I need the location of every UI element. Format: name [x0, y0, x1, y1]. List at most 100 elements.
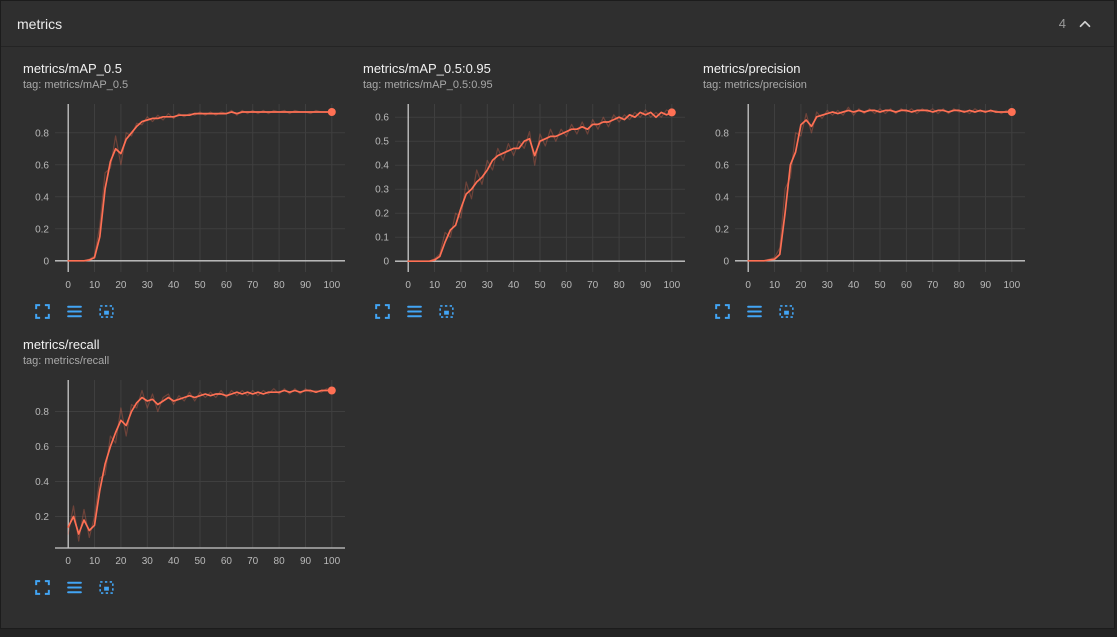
- gridlines: [735, 104, 1025, 272]
- axis-lines: [735, 104, 1025, 272]
- smoothed-line: [747, 109, 1013, 262]
- line-chart[interactable]: 0 10 20 30 40 50 60 70 80 90 100 0.2 0.4 0.6 0.8: [23, 374, 363, 575]
- x-tick-label: 90: [300, 556, 312, 567]
- chart-card: metrics/precision tag: metrics/precision…: [703, 61, 1043, 323]
- tick-labels: 0 10 20 30 40 50 60 70 80 90 100 0 0.1 0.2 0.3 0.4 0.5 0.…: [375, 113, 680, 291]
- x-tick-label: 100: [663, 280, 680, 291]
- log-scale-button[interactable]: [743, 300, 766, 323]
- fit-domain-button[interactable]: [95, 576, 118, 599]
- charts-grid: metrics/mAP_0.5 tag: metrics/mAP_0.5 0 10…: [1, 47, 1114, 628]
- fit-domain-button[interactable]: [95, 300, 118, 323]
- x-tick-label: 0: [745, 280, 751, 291]
- end-point-dot[interactable]: [667, 108, 676, 117]
- x-tick-label: 60: [221, 556, 233, 567]
- y-tick-label: 0.8: [35, 128, 49, 139]
- x-tick-label: 100: [1003, 280, 1020, 291]
- y-tick-label: 0.8: [715, 128, 729, 139]
- x-tick-label: 80: [614, 280, 626, 291]
- y-tick-label: 0.6: [35, 160, 49, 171]
- fit-domain-icon: [97, 578, 116, 597]
- chart-title: metrics/recall: [23, 337, 100, 352]
- x-tick-label: 40: [508, 280, 520, 291]
- plot-svg: 0 10 20 30 40 50 60 70 80 90 100 0 0.1 0.2 0.3 0.4 0.5 0.…: [375, 104, 685, 291]
- x-tick-label: 60: [901, 280, 913, 291]
- fit-domain-icon: [777, 302, 796, 321]
- chart-toolbar: [703, 299, 1043, 323]
- x-tick-label: 30: [142, 280, 154, 291]
- log-scale-button[interactable]: [63, 576, 86, 599]
- x-tick-label: 50: [194, 556, 206, 567]
- gridlines: [395, 104, 685, 272]
- tick-labels: 0 10 20 30 40 50 60 70 80 90 100 0.2 0.4 0.6 0.8: [35, 407, 340, 567]
- y-tick-label: 0.4: [715, 192, 729, 203]
- chart-toolbar: [23, 575, 363, 599]
- y-tick-label: 0: [723, 256, 729, 267]
- log-scale-button[interactable]: [63, 300, 86, 323]
- log-scale-icon: [65, 302, 84, 321]
- x-tick-label: 10: [89, 556, 101, 567]
- x-tick-label: 60: [561, 280, 573, 291]
- x-tick-label: 80: [274, 556, 286, 567]
- fit-domain-icon: [437, 302, 456, 321]
- chart-card: metrics/mAP_0.5:0.95 tag: metrics/mAP_0.…: [363, 61, 703, 323]
- x-tick-label: 90: [300, 280, 312, 291]
- axis-lines: [55, 380, 345, 549]
- chart-title: metrics/mAP_0.5:0.95: [363, 61, 491, 76]
- y-tick-label: 0.2: [375, 209, 389, 220]
- fullscreen-icon: [713, 302, 732, 321]
- x-tick-label: 20: [455, 280, 467, 291]
- chart-tag: tag: metrics/precision: [703, 79, 807, 91]
- fullscreen-button[interactable]: [31, 300, 54, 323]
- plot-svg: 0 10 20 30 40 50 60 70 80 90 100 0 0.2 0.4 0.6 0.8: [35, 104, 345, 291]
- gridlines: [55, 104, 345, 272]
- fit-domain-icon: [97, 302, 116, 321]
- end-point-dot[interactable]: [327, 108, 336, 116]
- x-tick-label: 70: [247, 280, 259, 291]
- end-point-dot[interactable]: [327, 386, 336, 395]
- x-tick-label: 60: [221, 280, 233, 291]
- fit-domain-button[interactable]: [775, 300, 798, 323]
- y-tick-label: 0.2: [715, 224, 729, 235]
- x-tick-label: 90: [640, 280, 652, 291]
- y-tick-label: 0: [383, 257, 389, 268]
- y-tick-label: 0.6: [715, 160, 729, 171]
- log-scale-button[interactable]: [403, 300, 426, 323]
- fullscreen-icon: [33, 578, 52, 597]
- chart-tag: tag: metrics/recall: [23, 355, 110, 367]
- chart-card: metrics/mAP_0.5 tag: metrics/mAP_0.5 0 10…: [23, 61, 363, 323]
- x-tick-label: 50: [874, 280, 886, 291]
- y-tick-label: 0.4: [35, 477, 49, 488]
- x-tick-label: 10: [769, 280, 781, 291]
- x-tick-label: 80: [274, 280, 286, 291]
- chart-toolbar: [363, 299, 703, 323]
- fullscreen-icon: [373, 302, 392, 321]
- line-chart[interactable]: 0 10 20 30 40 50 60 70 80 90 100 0 0.2 0.4 0.6 0.8: [703, 98, 1043, 299]
- end-point-dot[interactable]: [1007, 108, 1016, 116]
- chart-count: 4: [1058, 16, 1066, 31]
- fit-domain-button[interactable]: [435, 300, 458, 323]
- x-tick-label: 20: [115, 280, 127, 291]
- fullscreen-button[interactable]: [371, 300, 394, 323]
- smoothed-line: [407, 111, 673, 263]
- x-tick-label: 30: [142, 556, 154, 567]
- x-tick-label: 40: [168, 556, 180, 567]
- chevron-up-icon[interactable]: [1076, 15, 1094, 33]
- chart-card: metrics/recall tag: metrics/recall 0 10 20…: [23, 337, 363, 599]
- x-tick-label: 70: [247, 556, 259, 567]
- tick-labels: 0 10 20 30 40 50 60 70 80 90 100 0 0.2 0.4 0.6 0.8: [35, 128, 340, 291]
- line-chart[interactable]: 0 10 20 30 40 50 60 70 80 90 100 0 0.2 0.4 0.6 0.8: [23, 98, 363, 299]
- x-tick-label: 30: [822, 280, 834, 291]
- log-scale-icon: [65, 578, 84, 597]
- section-header[interactable]: metrics 4: [1, 1, 1114, 47]
- y-tick-label: 0.2: [35, 512, 49, 523]
- fullscreen-button[interactable]: [31, 576, 54, 599]
- x-tick-label: 90: [980, 280, 992, 291]
- x-tick-label: 70: [587, 280, 599, 291]
- axis-lines: [55, 104, 345, 272]
- x-tick-label: 40: [168, 280, 180, 291]
- x-tick-label: 70: [927, 280, 939, 291]
- fullscreen-button[interactable]: [711, 300, 734, 323]
- section-title: metrics: [17, 15, 63, 32]
- line-chart[interactable]: 0 10 20 30 40 50 60 70 80 90 100 0 0.1 0.2 0.3 0.4 0.5 0.…: [363, 98, 703, 299]
- x-tick-label: 40: [848, 280, 860, 291]
